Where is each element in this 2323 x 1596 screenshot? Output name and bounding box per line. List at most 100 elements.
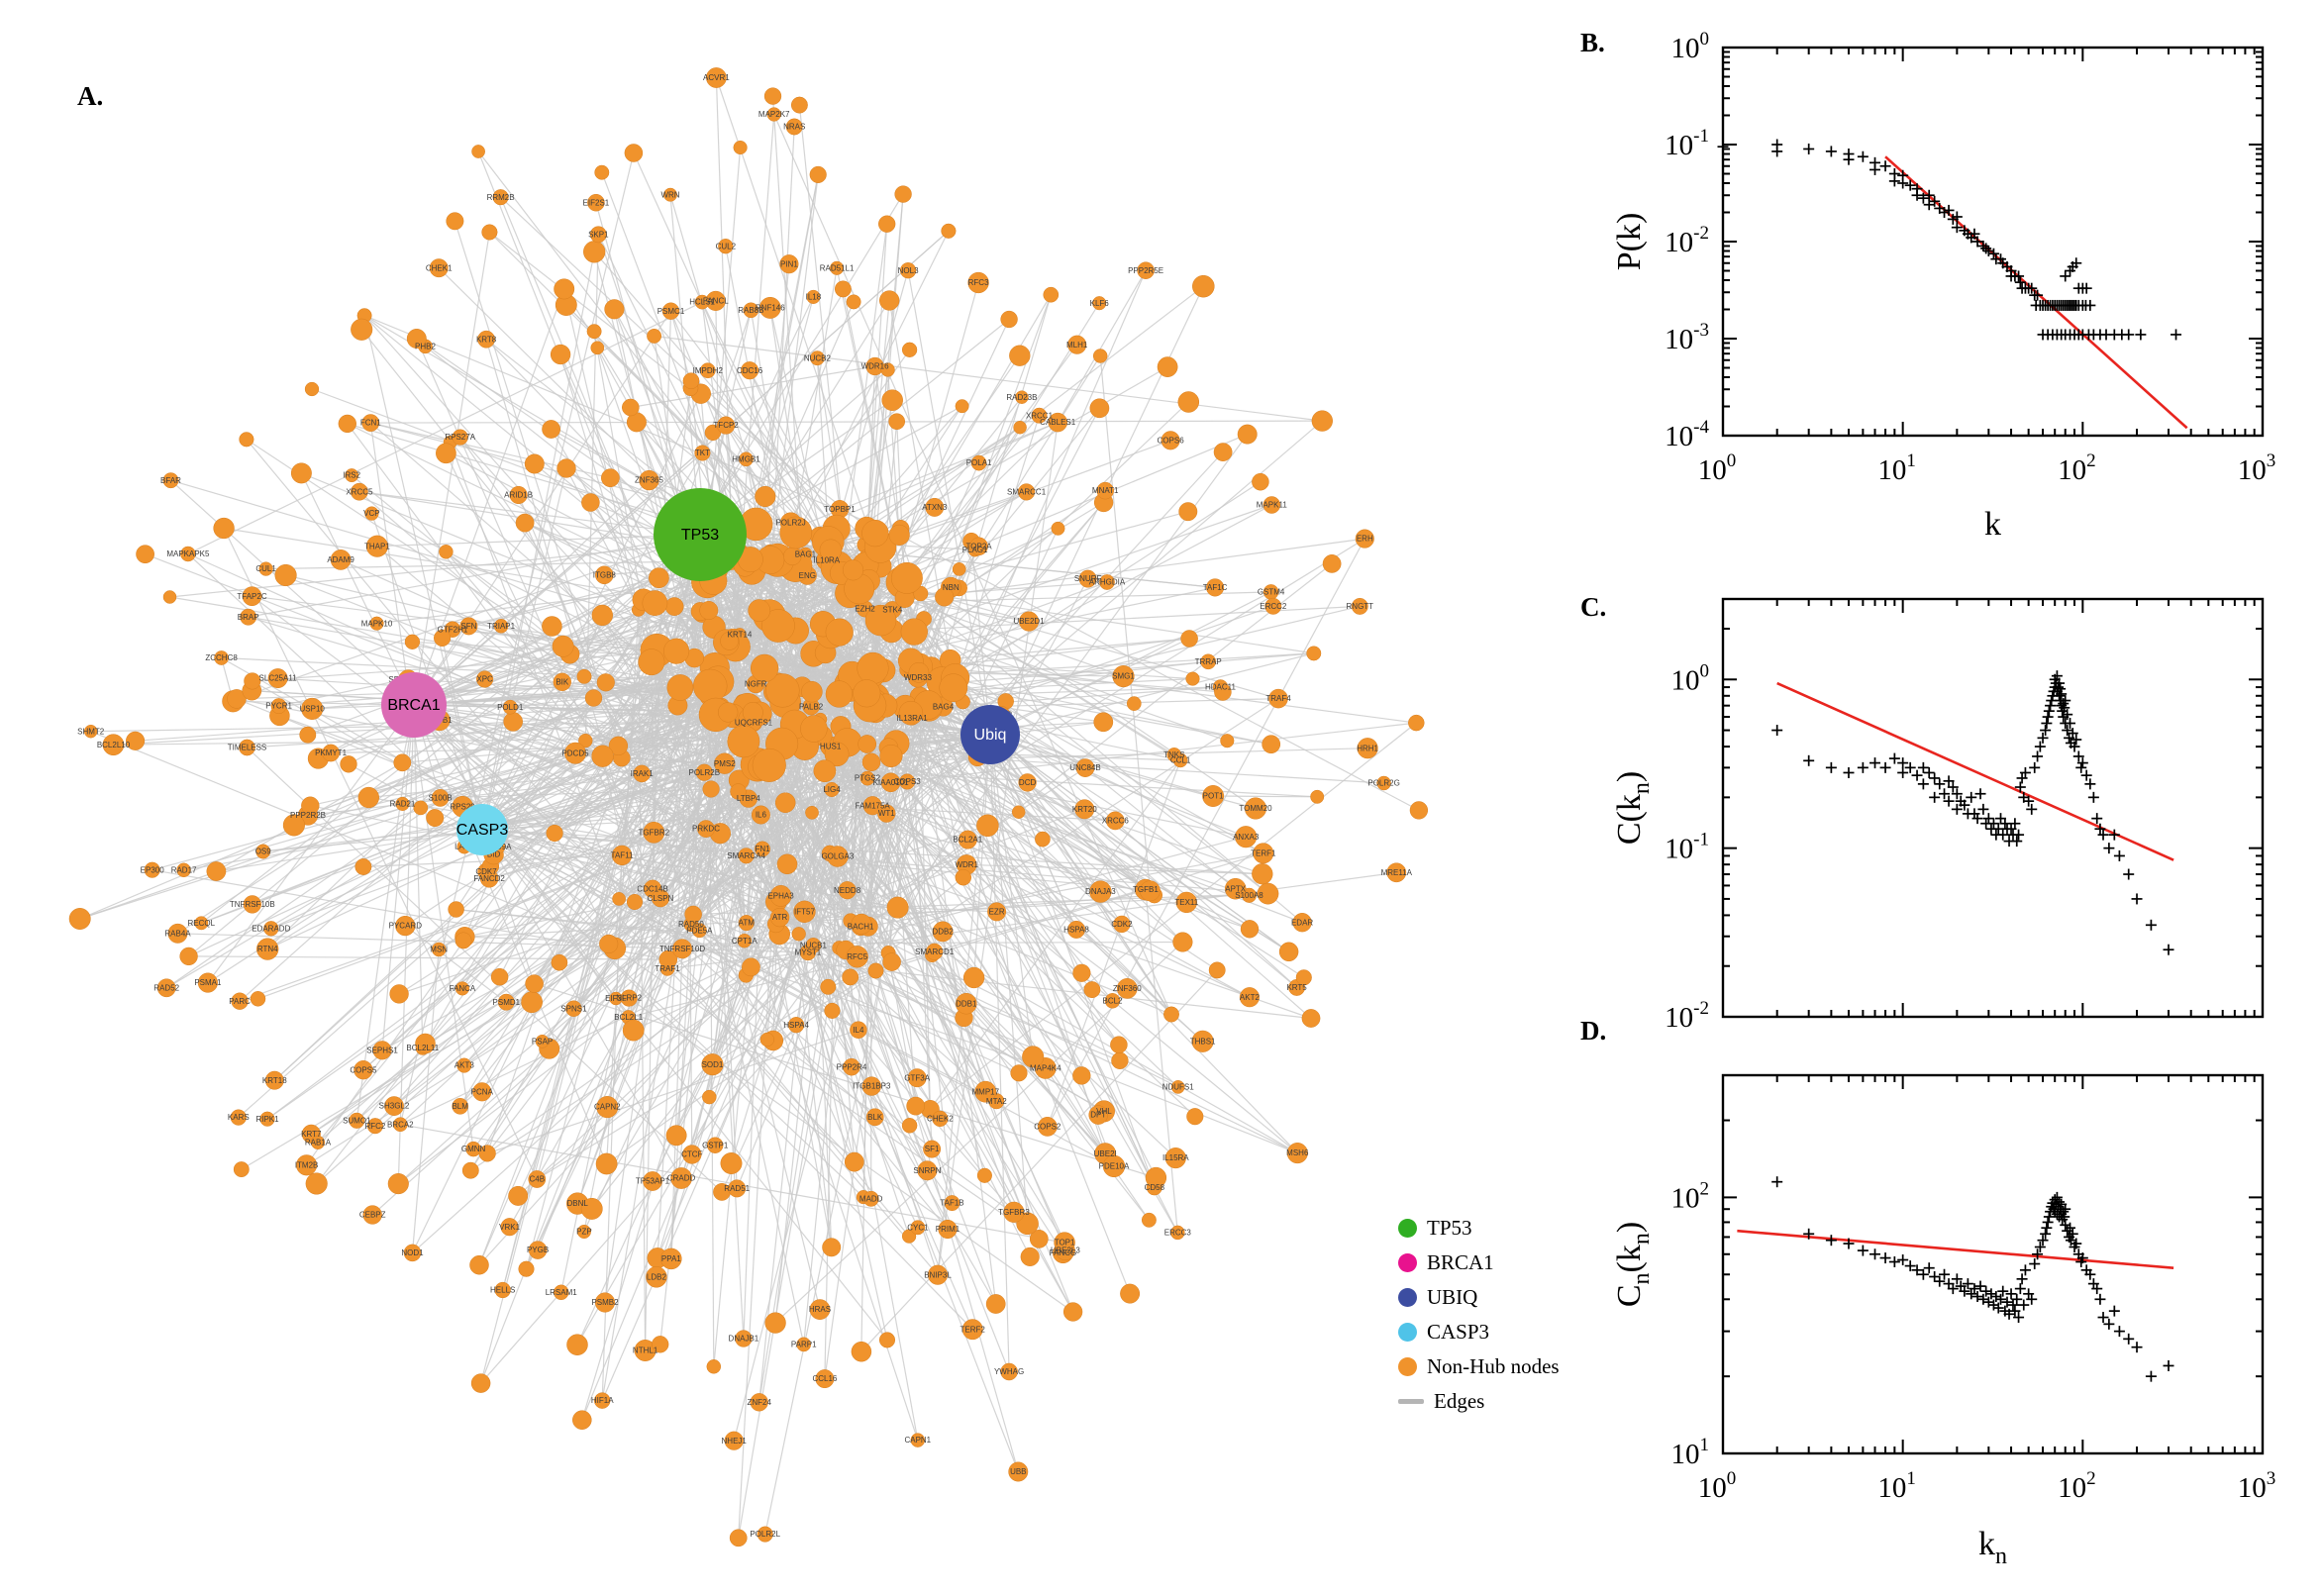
network-node[interactable]: [83, 724, 98, 739]
network-node[interactable]: [338, 414, 356, 434]
network-node[interactable]: [392, 1117, 408, 1133]
network-node[interactable]: [1177, 391, 1200, 413]
network-node[interactable]: [733, 140, 748, 155]
network-node[interactable]: [1164, 1147, 1186, 1169]
network-node[interactable]: [1237, 424, 1258, 445]
hub-node-ubiq[interactable]: [960, 705, 1020, 764]
network-node[interactable]: [243, 895, 261, 914]
network-node[interactable]: [576, 1224, 591, 1240]
network-node[interactable]: [738, 848, 755, 864]
network-node[interactable]: [556, 458, 576, 478]
network-node[interactable]: [809, 1299, 831, 1320]
network-node[interactable]: [1166, 748, 1182, 762]
network-node[interactable]: [503, 712, 523, 732]
network-node[interactable]: [576, 668, 592, 684]
network-node[interactable]: [910, 1433, 926, 1447]
network-node[interactable]: [481, 224, 498, 241]
network-node[interactable]: [727, 725, 760, 758]
network-node[interactable]: [697, 820, 715, 838]
network-node[interactable]: [290, 462, 312, 484]
network-node[interactable]: [751, 805, 770, 825]
network-node[interactable]: [1214, 683, 1232, 701]
network-node[interactable]: [813, 759, 837, 783]
network-node[interactable]: [758, 296, 781, 319]
network-node[interactable]: [796, 1337, 812, 1352]
network-node[interactable]: [351, 318, 373, 341]
network-node[interactable]: [102, 734, 125, 756]
network-node[interactable]: [692, 668, 728, 704]
network-node[interactable]: [1376, 775, 1391, 791]
network-node[interactable]: [525, 974, 544, 993]
network-node[interactable]: [1105, 811, 1125, 831]
network-node[interactable]: [987, 902, 1007, 922]
network-node[interactable]: [233, 1161, 250, 1178]
network-node[interactable]: [757, 1526, 773, 1543]
network-node[interactable]: [923, 1140, 942, 1158]
network-node[interactable]: [824, 1002, 841, 1019]
network-node[interactable]: [888, 413, 906, 431]
network-node[interactable]: [864, 604, 897, 637]
network-node[interactable]: [258, 561, 273, 576]
network-node[interactable]: [620, 989, 638, 1007]
network-node[interactable]: [622, 398, 640, 417]
network-node[interactable]: [1145, 1166, 1167, 1189]
network-node[interactable]: [361, 414, 380, 432]
network-node[interactable]: [862, 796, 882, 816]
network-node[interactable]: [1096, 481, 1114, 500]
network-node[interactable]: [1268, 688, 1288, 709]
network-node[interactable]: [706, 67, 727, 88]
network-node[interactable]: [791, 927, 806, 942]
network-node[interactable]: [1191, 1030, 1214, 1052]
network-node[interactable]: [851, 913, 872, 935]
network-node[interactable]: [535, 1034, 550, 1048]
network-node[interactable]: [1035, 831, 1051, 848]
network-node[interactable]: [1213, 443, 1233, 461]
network-node[interactable]: [1009, 345, 1031, 366]
network-node[interactable]: [587, 193, 605, 212]
network-node[interactable]: [470, 1373, 491, 1393]
network-node[interactable]: [955, 868, 972, 886]
network-node[interactable]: [827, 846, 849, 867]
network-node[interactable]: [301, 796, 320, 815]
network-node[interactable]: [1351, 597, 1368, 615]
network-node[interactable]: [194, 916, 209, 931]
network-node[interactable]: [974, 1080, 997, 1103]
network-node[interactable]: [1031, 407, 1048, 424]
network-node[interactable]: [270, 698, 287, 715]
network-node[interactable]: [518, 1260, 535, 1277]
network-node[interactable]: [830, 260, 845, 275]
network-node[interactable]: [1408, 714, 1425, 732]
network-node[interactable]: [1075, 758, 1095, 777]
network-node[interactable]: [824, 742, 850, 767]
network-node[interactable]: [748, 599, 771, 622]
network-node[interactable]: [354, 858, 372, 875]
network-node[interactable]: [888, 524, 910, 546]
network-node[interactable]: [1262, 735, 1281, 754]
network-node[interactable]: [1116, 978, 1138, 999]
network-node[interactable]: [932, 921, 954, 943]
network-node[interactable]: [738, 915, 755, 932]
network-node[interactable]: [755, 841, 770, 857]
network-node[interactable]: [310, 1135, 326, 1149]
network-node[interactable]: [890, 561, 923, 594]
network-node[interactable]: [1011, 805, 1026, 819]
network-node[interactable]: [1306, 646, 1322, 661]
network-node[interactable]: [596, 1096, 619, 1119]
network-node[interactable]: [179, 947, 198, 966]
network-node[interactable]: [227, 689, 247, 709]
network-node[interactable]: [304, 381, 320, 397]
network-node[interactable]: [694, 294, 710, 310]
network-node[interactable]: [403, 1244, 422, 1262]
network-node[interactable]: [1010, 1064, 1028, 1082]
network-node[interactable]: [369, 616, 384, 631]
network-node[interactable]: [365, 535, 388, 557]
network-node[interactable]: [299, 726, 317, 744]
network-node[interactable]: [213, 517, 235, 540]
network-node[interactable]: [126, 731, 146, 750]
network-node[interactable]: [1322, 554, 1342, 573]
network-node[interactable]: [497, 993, 515, 1011]
network-node[interactable]: [962, 966, 985, 989]
network-node[interactable]: [431, 942, 447, 957]
network-node[interactable]: [156, 978, 176, 998]
network-node[interactable]: [926, 943, 944, 960]
